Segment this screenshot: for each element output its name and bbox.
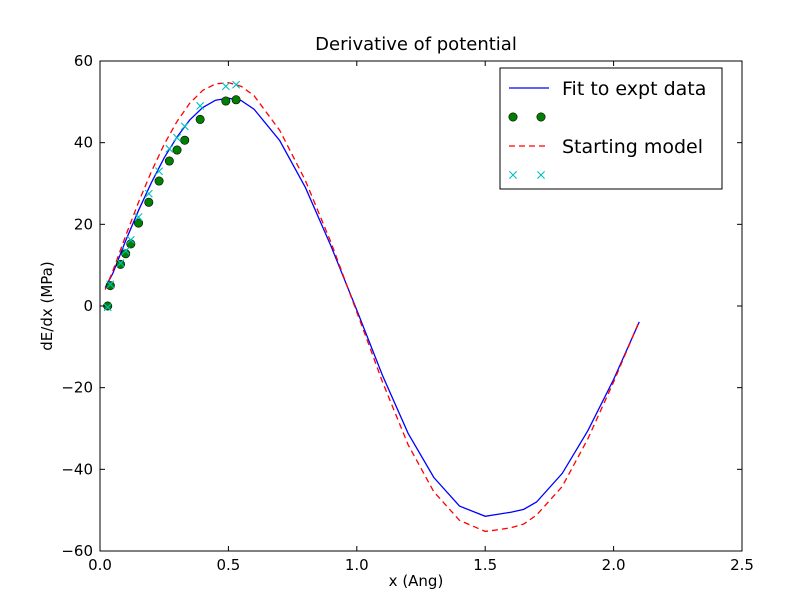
y-tick-label: 20 bbox=[74, 215, 93, 233]
series-1-point bbox=[221, 96, 231, 106]
x-tick-label: 0.0 bbox=[88, 556, 112, 574]
y-axis-label: dE/dx (MPa) bbox=[38, 261, 56, 350]
legend-marker-1 bbox=[536, 112, 546, 122]
series-1-point bbox=[134, 218, 144, 228]
series-3-point bbox=[155, 167, 164, 176]
plot-area: 0.0 0.5 1.0 1.5 2.0 2.5 −60 −40 −20 0 20 40 60 bbox=[61, 52, 754, 574]
series-3-point bbox=[180, 122, 189, 131]
series-3-point bbox=[126, 235, 135, 244]
series-3-point bbox=[196, 101, 205, 110]
series-1-point bbox=[195, 114, 205, 124]
series-3-point bbox=[106, 280, 115, 289]
y-tick-label: 0 bbox=[83, 297, 93, 315]
series-3-point bbox=[121, 246, 130, 255]
series-line-0 bbox=[104, 97, 640, 517]
series-3-point bbox=[165, 144, 174, 153]
y-tick-label: −20 bbox=[61, 379, 93, 397]
series-3-point bbox=[173, 133, 182, 142]
series-1-point bbox=[180, 135, 190, 145]
series-3-point bbox=[144, 189, 153, 198]
series-1-point bbox=[116, 259, 126, 269]
x-tick-label: 2.5 bbox=[730, 556, 754, 574]
series-1-point bbox=[126, 239, 136, 249]
data-layer bbox=[103, 80, 640, 533]
legend-label-0: Fit to expt data bbox=[562, 78, 706, 100]
series-3-point bbox=[134, 212, 143, 221]
x-tick-label: 2.0 bbox=[602, 556, 626, 574]
series-3-point bbox=[221, 82, 230, 91]
legend-marker-3 bbox=[509, 171, 517, 179]
y-tick-label: −40 bbox=[61, 460, 93, 478]
legend-marker-3 bbox=[537, 171, 545, 179]
y-tick-label: 40 bbox=[74, 134, 93, 152]
x-tick-label: 0.5 bbox=[216, 556, 240, 574]
y-tick-label: 60 bbox=[74, 52, 93, 70]
series-1-point bbox=[144, 197, 154, 207]
series-1-point bbox=[164, 156, 174, 166]
series-line-2 bbox=[104, 81, 640, 533]
series-1-point bbox=[121, 249, 131, 259]
x-tick-label: 1.0 bbox=[345, 556, 369, 574]
chart-title: Derivative of potential bbox=[315, 34, 517, 55]
x-axis-label: x (Ang) bbox=[389, 572, 444, 590]
legend-marker-1 bbox=[508, 112, 518, 122]
legend-label-2: Starting model bbox=[562, 136, 703, 158]
x-tick-label: 1.5 bbox=[473, 556, 497, 574]
series-3-point bbox=[103, 303, 112, 312]
y-tick-label: −60 bbox=[61, 542, 93, 560]
legend: Fit to expt data Starting model bbox=[499, 67, 723, 190]
series-1-point bbox=[172, 145, 182, 155]
series-1-point bbox=[154, 176, 164, 186]
series-1-point bbox=[105, 281, 115, 291]
series-3-point bbox=[232, 80, 241, 89]
series-3-point bbox=[116, 259, 125, 268]
series-1-point bbox=[231, 95, 241, 105]
